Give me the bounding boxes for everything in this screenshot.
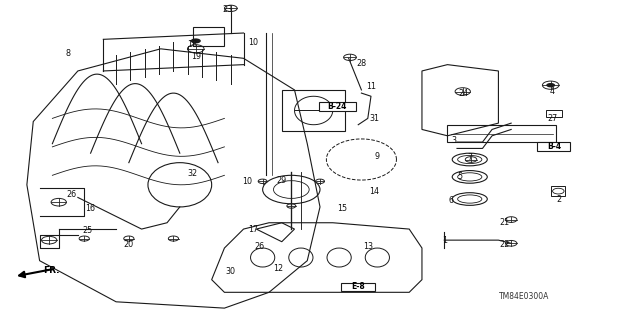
Bar: [546, 110, 562, 117]
Text: 30: 30: [226, 267, 236, 276]
Text: 26: 26: [255, 242, 264, 251]
Text: 5: 5: [458, 172, 463, 182]
Text: 25: 25: [83, 226, 93, 235]
Text: 23: 23: [223, 5, 233, 14]
Text: 16: 16: [86, 204, 95, 213]
Text: 3: 3: [451, 136, 456, 145]
FancyBboxPatch shape: [341, 283, 376, 291]
FancyBboxPatch shape: [538, 142, 570, 151]
Text: FR.: FR.: [43, 266, 60, 275]
Text: E-8: E-8: [351, 282, 365, 292]
Text: 12: 12: [273, 264, 284, 273]
Text: 2: 2: [556, 195, 561, 204]
Text: 10: 10: [242, 177, 252, 186]
Text: 11: 11: [366, 82, 376, 91]
Text: 24: 24: [458, 89, 468, 98]
Bar: [193, 27, 225, 46]
Text: 10: 10: [248, 38, 258, 47]
Text: 21: 21: [500, 218, 510, 227]
Text: TM84E0300A: TM84E0300A: [499, 292, 549, 300]
Circle shape: [191, 38, 201, 43]
Text: 9: 9: [375, 152, 380, 161]
Text: 1: 1: [442, 236, 447, 245]
Text: 8: 8: [66, 49, 71, 58]
Text: 19: 19: [191, 52, 201, 61]
Bar: [447, 125, 556, 142]
Text: 31: 31: [369, 114, 379, 123]
Text: 15: 15: [337, 204, 348, 213]
Text: B-4: B-4: [547, 142, 561, 151]
Text: B-24: B-24: [328, 102, 347, 111]
Circle shape: [546, 83, 555, 87]
Bar: [551, 186, 565, 196]
Text: 14: 14: [369, 187, 379, 196]
FancyBboxPatch shape: [319, 102, 356, 111]
Text: 28: 28: [356, 59, 367, 68]
Text: 13: 13: [363, 242, 372, 251]
Text: 22: 22: [500, 241, 510, 249]
Text: 7: 7: [467, 153, 472, 162]
Text: 6: 6: [448, 196, 453, 205]
Text: 4: 4: [550, 87, 555, 96]
Text: 32: 32: [188, 169, 198, 178]
Bar: [282, 90, 346, 131]
Text: 29: 29: [276, 175, 287, 185]
Text: 20: 20: [124, 241, 134, 249]
Text: 17: 17: [248, 225, 258, 234]
Text: 26: 26: [67, 190, 77, 199]
Text: 27: 27: [547, 114, 557, 123]
Text: 18: 18: [188, 40, 198, 48]
